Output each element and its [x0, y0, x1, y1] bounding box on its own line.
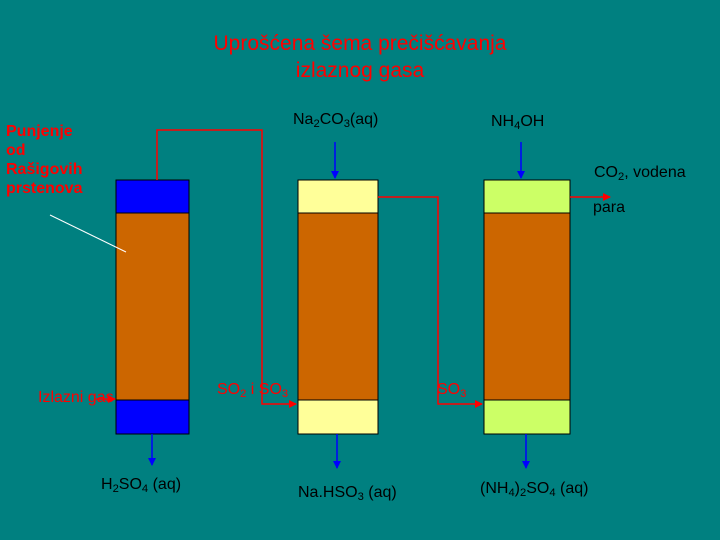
co2-label: CO2, vodena: [594, 164, 686, 183]
column-3-bottom-cap: [483, 399, 571, 435]
column-3-top-cap: [483, 179, 571, 214]
column-1-top-cap: [115, 179, 190, 214]
column-1: [115, 179, 190, 435]
arrow-gas-transfer-1-2: [156, 129, 297, 408]
nahso3-label: Na.HSO3 (aq): [298, 484, 397, 503]
packing-label: Punjenje od Rašigovih prstenova: [6, 122, 82, 198]
so2-so3-label: SO2 i SO3: [217, 381, 289, 400]
column-3-packing: [483, 212, 571, 401]
na2co3-label: Na2CO3(aq): [293, 111, 379, 130]
column-2-top-cap: [297, 179, 379, 214]
inlet-gas-label: Izlazni gas: [38, 389, 114, 406]
nh4oh-label: NH4OH: [491, 113, 545, 132]
diagram-title: Uprošćena šema prečišćavanja izlaznog ga…: [0, 30, 720, 84]
column-2-packing: [297, 212, 379, 401]
column-2-bottom-cap: [297, 399, 379, 435]
column-2: [297, 179, 379, 435]
packing-label-line-1: Punjenje: [6, 123, 73, 140]
packing-label-line-2: od: [6, 142, 26, 159]
arrow-gas-transfer-2-3: [378, 196, 483, 408]
title-line-2: izlaznog gasa: [295, 59, 425, 82]
packing-label-line-4: prstenova: [6, 180, 83, 197]
packing-pointer-line: [49, 214, 127, 253]
para-label: para: [593, 199, 626, 216]
column-1-bottom-cap: [115, 399, 190, 435]
h2so4-label: H2SO4 (aq): [101, 476, 182, 495]
packing-label-line-3: Rašigovih: [6, 161, 83, 178]
title-line-1: Uprošćena šema prečišćavanja: [213, 32, 507, 55]
so3-label: SO3: [437, 381, 467, 400]
nh4-2-so4-label: (NH4)2SO4 (aq): [480, 480, 589, 499]
column-1-packing: [115, 212, 190, 401]
column-3: [483, 179, 571, 435]
